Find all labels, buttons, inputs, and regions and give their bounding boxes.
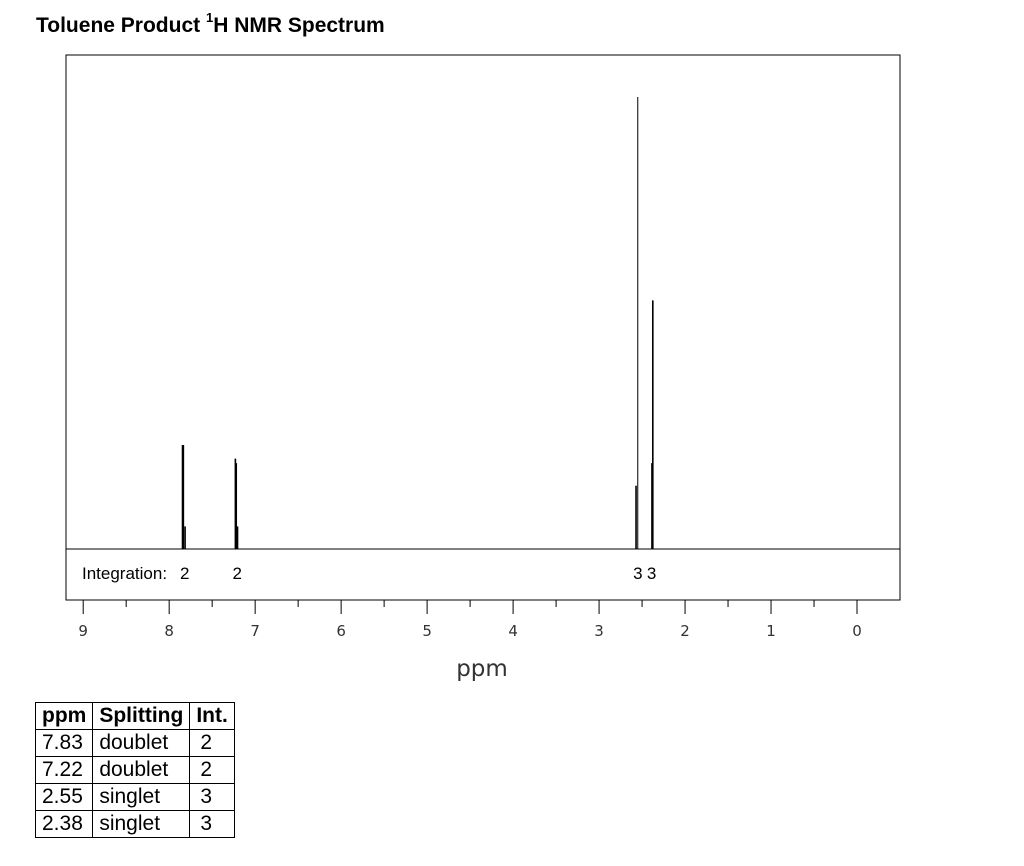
cell-splitting: doublet bbox=[92, 756, 191, 784]
cell-int: 2 bbox=[189, 729, 235, 757]
header-ppm: ppm bbox=[34, 702, 94, 730]
tick-label-4: 4 bbox=[508, 622, 518, 640]
table-row: 2.55 singlet 3 bbox=[34, 783, 235, 811]
tick-label-8: 8 bbox=[164, 622, 174, 640]
cell-int: 3 bbox=[189, 783, 235, 811]
tick-label-6: 6 bbox=[336, 622, 346, 640]
title-main: Toluene Product bbox=[36, 14, 201, 37]
x-axis-label: ppm bbox=[456, 656, 508, 682]
tick-label-0: 0 bbox=[852, 622, 862, 640]
table-row: 7.83 doublet 2 bbox=[34, 729, 235, 757]
table-row: 2.38 singlet 3 bbox=[34, 810, 235, 838]
tick-label-2: 2 bbox=[680, 622, 690, 640]
peaks-layer bbox=[181, 97, 654, 549]
tick-label-5: 5 bbox=[422, 622, 432, 640]
tick-label-7: 7 bbox=[250, 622, 260, 640]
table-row: 7.22 doublet 2 bbox=[34, 756, 235, 784]
cell-ppm: 2.55 bbox=[34, 783, 94, 811]
cell-splitting: singlet bbox=[92, 783, 191, 811]
header-int: Int. bbox=[189, 702, 235, 730]
tick-label-3: 3 bbox=[594, 622, 604, 640]
title-suffix: H NMR Spectrum bbox=[213, 14, 385, 37]
cell-splitting: singlet bbox=[92, 810, 191, 838]
cell-int: 2 bbox=[189, 756, 235, 784]
integration-value-2: 3 bbox=[633, 564, 642, 583]
integration-value-3: 3 bbox=[647, 564, 656, 583]
cell-splitting: doublet bbox=[92, 729, 191, 757]
ticks-layer: 9 8 7 6 5 4 3 2 1 0 bbox=[78, 600, 862, 640]
header-splitting: Splitting bbox=[92, 702, 191, 730]
cell-ppm: 2.38 bbox=[34, 810, 94, 838]
plot-frame bbox=[65, 54, 901, 601]
cell-ppm: 7.22 bbox=[34, 756, 94, 784]
peak-table: ppm Splitting Int. 7.83 doublet 2 7.22 d… bbox=[34, 702, 235, 838]
cell-int: 3 bbox=[189, 810, 235, 838]
cell-ppm: 7.83 bbox=[34, 729, 94, 757]
chart-title: Toluene Product 1H NMR Spectrum bbox=[36, 10, 385, 38]
tick-label-1: 1 bbox=[766, 622, 776, 640]
table-header-row: ppm Splitting Int. bbox=[34, 702, 235, 730]
integration-value-0: 2 bbox=[180, 564, 189, 583]
title-nucleus-mass: 1 bbox=[205, 10, 214, 25]
integration-label: Integration: bbox=[82, 564, 167, 583]
tick-label-9: 9 bbox=[78, 622, 88, 640]
integration-value-1: 2 bbox=[233, 564, 242, 583]
